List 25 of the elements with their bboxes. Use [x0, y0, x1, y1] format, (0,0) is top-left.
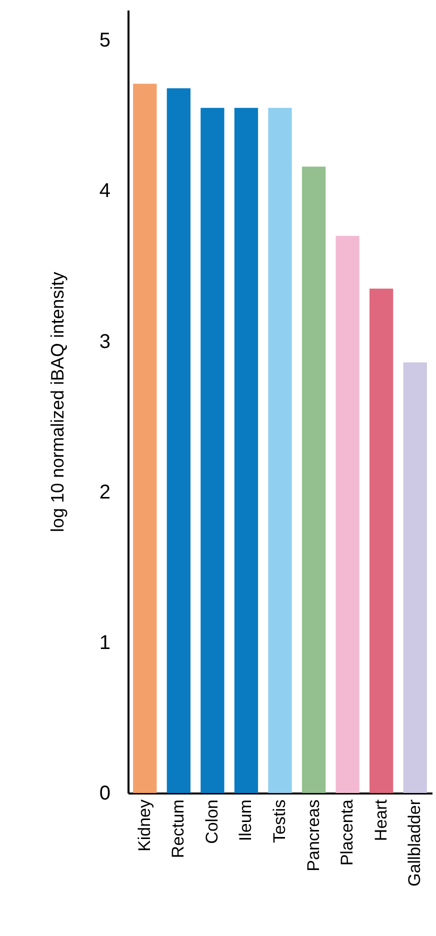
y-tick-label: 4 — [99, 180, 110, 202]
x-tick-label: Rectum — [168, 800, 188, 858]
x-tick-label: Pancreas — [304, 800, 323, 872]
x-tick-label: Testis — [270, 800, 289, 843]
y-tick-label: 2 — [99, 481, 110, 504]
bar — [234, 108, 258, 793]
bar — [166, 88, 190, 793]
y-tick-label: 1 — [99, 632, 110, 654]
y-tick-label: 5 — [99, 30, 110, 52]
x-tick-label: Kidney — [134, 799, 154, 852]
bar — [336, 236, 360, 793]
y-tick-label: 3 — [99, 330, 110, 353]
y-tick-label: 0 — [99, 782, 110, 804]
bar — [200, 108, 224, 793]
x-tick-label: Placenta — [338, 798, 357, 866]
y-axis-title: log 10 normalized iBAQ intensity — [47, 272, 68, 532]
x-tick-label: Colon — [202, 800, 222, 844]
x-tick-label: Heart — [371, 799, 390, 842]
bar — [370, 288, 394, 793]
x-tick-label: Ileum — [236, 800, 256, 842]
bar — [133, 84, 157, 793]
bar — [268, 108, 292, 793]
x-tick-label: Gallbladder — [405, 799, 424, 886]
bar — [403, 362, 427, 793]
bar — [302, 166, 326, 793]
